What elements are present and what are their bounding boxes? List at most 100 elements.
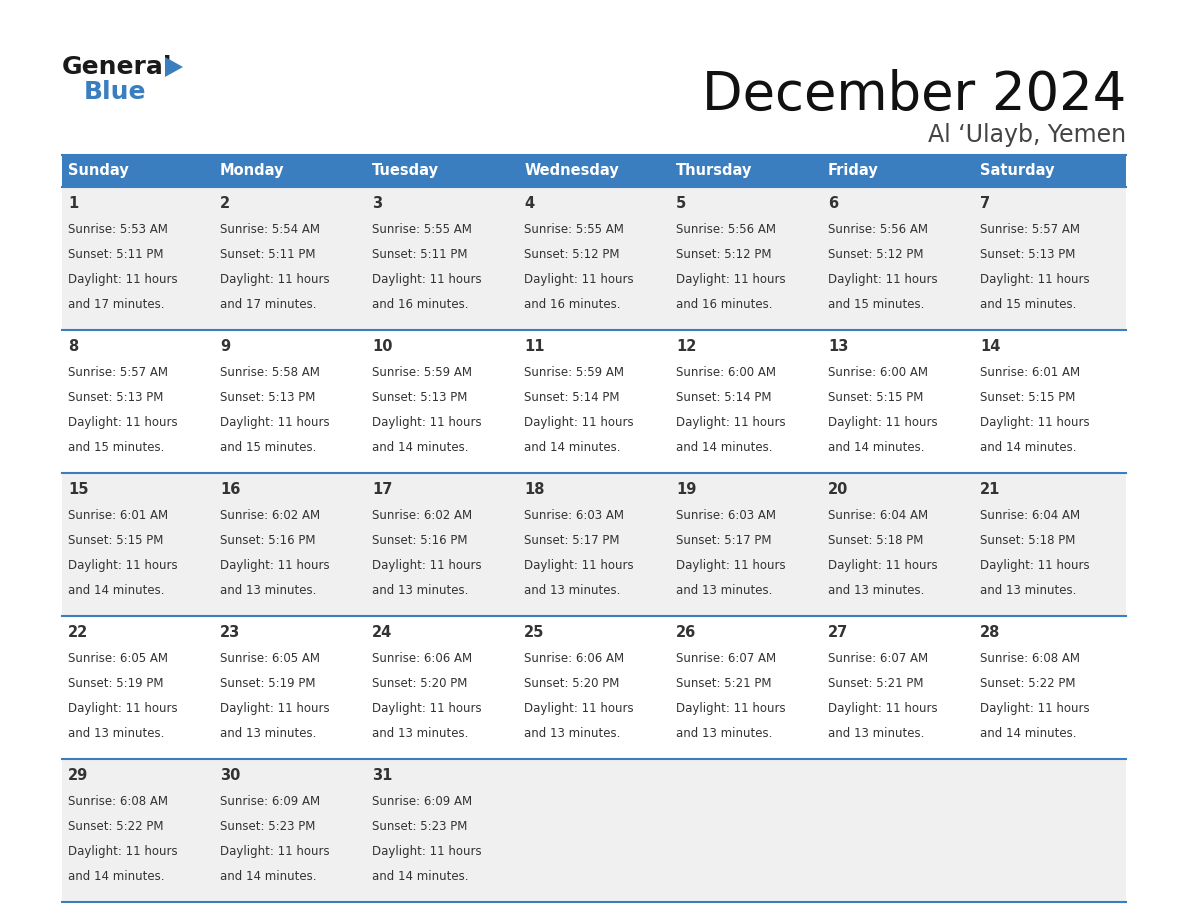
Text: Wednesday: Wednesday (524, 163, 619, 178)
Bar (62, 187, 214, 330)
Bar (366, 155, 518, 187)
Text: Daylight: 11 hours: Daylight: 11 hours (524, 273, 633, 285)
Bar (822, 616, 974, 759)
Text: Sunrise: 5:56 AM: Sunrise: 5:56 AM (676, 223, 776, 236)
Bar (670, 155, 822, 187)
Text: Monday: Monday (220, 163, 285, 178)
Bar (518, 473, 670, 616)
Bar (670, 473, 822, 616)
Text: Sunset: 5:18 PM: Sunset: 5:18 PM (980, 533, 1075, 547)
Text: Daylight: 11 hours: Daylight: 11 hours (372, 559, 481, 572)
Text: 7: 7 (980, 196, 991, 210)
Bar (366, 616, 518, 759)
Text: Sunrise: 6:04 AM: Sunrise: 6:04 AM (828, 509, 928, 521)
Text: Daylight: 11 hours: Daylight: 11 hours (676, 416, 785, 429)
Text: and 14 minutes.: and 14 minutes. (524, 441, 620, 453)
Text: Sunrise: 5:55 AM: Sunrise: 5:55 AM (524, 223, 624, 236)
Text: Sunrise: 6:02 AM: Sunrise: 6:02 AM (372, 509, 472, 521)
Text: Daylight: 11 hours: Daylight: 11 hours (68, 559, 178, 572)
Text: Sunset: 5:17 PM: Sunset: 5:17 PM (676, 533, 771, 547)
Text: Daylight: 11 hours: Daylight: 11 hours (524, 559, 633, 572)
Text: Sunrise: 6:01 AM: Sunrise: 6:01 AM (980, 365, 1080, 379)
Bar (62, 473, 214, 616)
Text: and 14 minutes.: and 14 minutes. (980, 441, 1076, 453)
Text: Sunrise: 6:01 AM: Sunrise: 6:01 AM (68, 509, 169, 521)
Bar (822, 473, 974, 616)
Text: Sunrise: 6:05 AM: Sunrise: 6:05 AM (220, 652, 320, 665)
Text: 22: 22 (68, 624, 88, 640)
Text: and 14 minutes.: and 14 minutes. (372, 441, 468, 453)
Bar (366, 187, 518, 330)
Text: Daylight: 11 hours: Daylight: 11 hours (676, 273, 785, 285)
Text: 30: 30 (220, 767, 240, 782)
Text: General: General (62, 55, 172, 79)
Text: Sunrise: 6:07 AM: Sunrise: 6:07 AM (676, 652, 776, 665)
Bar (670, 330, 822, 473)
Text: and 15 minutes.: and 15 minutes. (828, 297, 924, 311)
Text: Sunrise: 5:56 AM: Sunrise: 5:56 AM (828, 223, 928, 236)
Text: and 13 minutes.: and 13 minutes. (372, 727, 468, 740)
Text: 24: 24 (372, 624, 392, 640)
Text: Blue: Blue (84, 80, 146, 104)
Text: and 15 minutes.: and 15 minutes. (68, 441, 164, 453)
Text: Sunday: Sunday (68, 163, 128, 178)
Text: Daylight: 11 hours: Daylight: 11 hours (980, 416, 1089, 429)
Text: 18: 18 (524, 482, 544, 497)
Text: Daylight: 11 hours: Daylight: 11 hours (220, 416, 330, 429)
Text: Sunrise: 6:03 AM: Sunrise: 6:03 AM (676, 509, 776, 521)
Bar (62, 330, 214, 473)
Text: and 16 minutes.: and 16 minutes. (524, 297, 620, 311)
Text: and 15 minutes.: and 15 minutes. (980, 297, 1076, 311)
Text: Saturday: Saturday (980, 163, 1055, 178)
Text: 14: 14 (980, 339, 1000, 353)
Text: Daylight: 11 hours: Daylight: 11 hours (828, 273, 937, 285)
Text: Sunrise: 6:05 AM: Sunrise: 6:05 AM (68, 652, 168, 665)
Text: Daylight: 11 hours: Daylight: 11 hours (828, 559, 937, 572)
Text: Sunset: 5:16 PM: Sunset: 5:16 PM (372, 533, 468, 547)
Text: Daylight: 11 hours: Daylight: 11 hours (372, 273, 481, 285)
Bar (214, 330, 366, 473)
Bar (518, 155, 670, 187)
Bar (974, 759, 1126, 902)
Text: Sunrise: 6:04 AM: Sunrise: 6:04 AM (980, 509, 1080, 521)
Text: Daylight: 11 hours: Daylight: 11 hours (220, 845, 330, 857)
Text: Sunset: 5:15 PM: Sunset: 5:15 PM (68, 533, 164, 547)
Text: Sunrise: 6:06 AM: Sunrise: 6:06 AM (524, 652, 624, 665)
Text: Sunrise: 6:03 AM: Sunrise: 6:03 AM (524, 509, 624, 521)
Text: 13: 13 (828, 339, 848, 353)
Text: Sunrise: 5:59 AM: Sunrise: 5:59 AM (524, 365, 624, 379)
Text: 2: 2 (220, 196, 230, 210)
Text: 6: 6 (828, 196, 839, 210)
Bar (214, 759, 366, 902)
Text: Sunrise: 5:54 AM: Sunrise: 5:54 AM (220, 223, 320, 236)
Text: and 17 minutes.: and 17 minutes. (220, 297, 316, 311)
Text: Daylight: 11 hours: Daylight: 11 hours (676, 701, 785, 715)
Text: Sunset: 5:13 PM: Sunset: 5:13 PM (980, 248, 1075, 261)
Bar (822, 155, 974, 187)
Text: 19: 19 (676, 482, 696, 497)
Text: Sunset: 5:11 PM: Sunset: 5:11 PM (220, 248, 316, 261)
Text: Sunset: 5:11 PM: Sunset: 5:11 PM (68, 248, 164, 261)
Text: and 15 minutes.: and 15 minutes. (220, 441, 316, 453)
Text: Sunrise: 6:02 AM: Sunrise: 6:02 AM (220, 509, 321, 521)
Bar (62, 155, 214, 187)
Text: 21: 21 (980, 482, 1000, 497)
Text: Sunset: 5:11 PM: Sunset: 5:11 PM (372, 248, 468, 261)
Text: Sunrise: 6:06 AM: Sunrise: 6:06 AM (372, 652, 472, 665)
Text: Sunset: 5:13 PM: Sunset: 5:13 PM (220, 391, 316, 404)
Bar (974, 473, 1126, 616)
Text: Sunset: 5:20 PM: Sunset: 5:20 PM (524, 677, 619, 689)
Text: Sunrise: 5:59 AM: Sunrise: 5:59 AM (372, 365, 472, 379)
Text: 10: 10 (372, 339, 392, 353)
Text: Sunset: 5:22 PM: Sunset: 5:22 PM (68, 820, 164, 833)
Text: 4: 4 (524, 196, 535, 210)
Text: 31: 31 (372, 767, 392, 782)
Bar (974, 330, 1126, 473)
Bar (518, 759, 670, 902)
Text: Daylight: 11 hours: Daylight: 11 hours (524, 416, 633, 429)
Text: and 13 minutes.: and 13 minutes. (220, 584, 316, 597)
Text: Sunset: 5:18 PM: Sunset: 5:18 PM (828, 533, 923, 547)
Bar (822, 330, 974, 473)
Text: and 13 minutes.: and 13 minutes. (828, 727, 924, 740)
Text: Daylight: 11 hours: Daylight: 11 hours (372, 416, 481, 429)
